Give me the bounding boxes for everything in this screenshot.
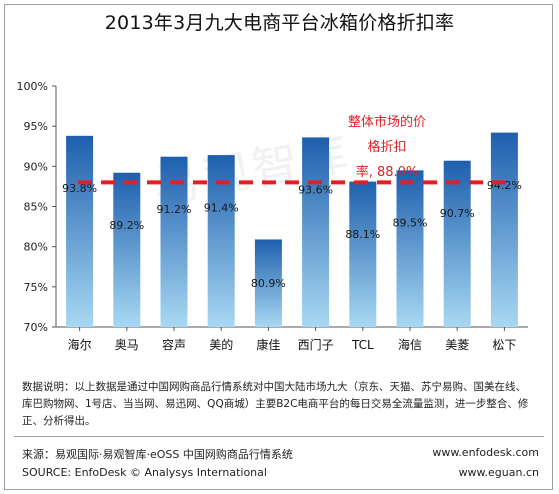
- data-label: 89.5%: [393, 217, 428, 230]
- data-label: 91.4%: [204, 201, 239, 214]
- data-label: 80.9%: [251, 277, 286, 290]
- x-tick-label: 康佳: [256, 337, 280, 352]
- data-note: 数据说明：以上数据是通过中国网购商品行情系统对中国大陆市场九大（京东、天猫、苏宁…: [22, 381, 529, 427]
- data-label: 93.6%: [298, 184, 333, 197]
- bar-6: [302, 137, 330, 327]
- url-enfodesk: www.enfodesk.com: [432, 446, 539, 459]
- x-tick-label: 容声: [162, 337, 186, 352]
- x-tick-label: 海尔: [68, 337, 92, 352]
- y-tick-label: 90%: [24, 160, 48, 173]
- y-tick-label: 100%: [17, 80, 48, 93]
- reference-label-line: 率, 88.0%: [356, 164, 419, 180]
- x-tick-label: 海信: [398, 337, 422, 352]
- bar-10: [490, 132, 518, 327]
- y-tick-label: 75%: [24, 281, 48, 294]
- bar-9: [443, 160, 471, 327]
- url-eguan: www.eguan.cn: [458, 466, 539, 479]
- source-en: SOURCE: EnfoDesk © Analysys Internationa…: [22, 466, 267, 479]
- x-tick-label: 松下: [492, 338, 516, 352]
- reference-label-line: 格折扣: [367, 139, 406, 155]
- reference-label-line: 整体市场的价: [348, 114, 426, 130]
- bar-7: [349, 181, 377, 327]
- source-cn: 来源：易观国际·易观智库·eOSS 中国网购商品行情系统: [22, 448, 293, 461]
- footer-divider: [14, 436, 544, 437]
- page-title: 2013年3月九大电商平台冰箱价格折扣率: [104, 12, 455, 34]
- data-label: 93.8%: [62, 182, 97, 195]
- x-tick-label: 西门子: [298, 337, 334, 352]
- y-tick-label: 85%: [24, 201, 48, 214]
- y-tick-label: 80%: [24, 241, 48, 254]
- data-label: 88.1%: [345, 228, 380, 241]
- bar-5: [254, 239, 282, 327]
- x-tick-label: TCL: [351, 338, 374, 352]
- bar-2: [113, 172, 141, 327]
- bar-8: [396, 170, 424, 327]
- card-border: [4, 4, 553, 490]
- x-tick-label: 美菱: [445, 338, 469, 352]
- y-tick-label: 70%: [24, 321, 48, 334]
- data-label: 89.2%: [109, 219, 144, 232]
- y-tick-label: 95%: [24, 120, 48, 133]
- data-label: 90.7%: [440, 207, 475, 220]
- x-tick-label: 奥马: [115, 338, 139, 352]
- data-label: 91.2%: [157, 203, 192, 216]
- bar-3: [160, 156, 188, 327]
- x-tick-label: 美的: [209, 337, 233, 352]
- bar-1: [66, 135, 94, 327]
